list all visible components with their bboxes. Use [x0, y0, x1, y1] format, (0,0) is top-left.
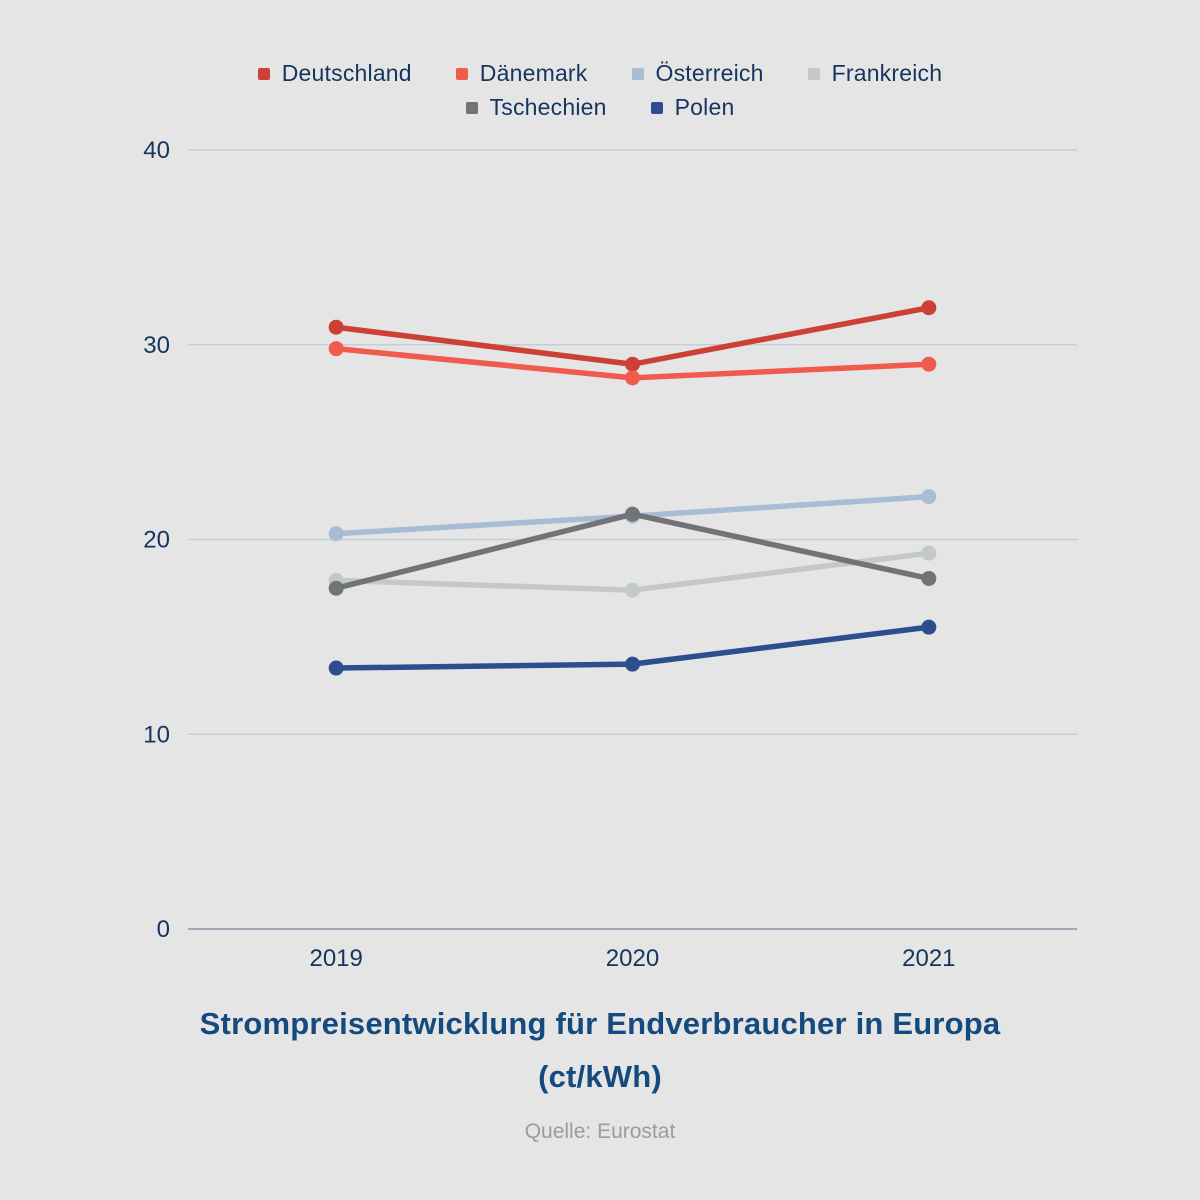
data-point-polen [625, 656, 640, 672]
legend-item-tschechien: Tschechien [465, 94, 607, 121]
y-tick-label: 40 [143, 137, 170, 164]
legend-label: Tschechien [489, 94, 607, 120]
title-block: Strompreisentwicklung für Endverbraucher… [0, 1006, 1200, 1112]
y-tick-label: 20 [143, 527, 170, 554]
x-tick-label: 2019 [309, 945, 362, 972]
data-point-tschechien [625, 506, 640, 522]
data-point-osterreich [328, 526, 344, 542]
data-point-tschechien [921, 570, 937, 586]
data-point-deutschland [328, 319, 344, 335]
y-tick-label: 10 [143, 721, 170, 748]
series-line-tschechien [333, 511, 932, 591]
legend-item-polen: Polen [650, 94, 735, 121]
data-point-frankreich [921, 545, 937, 561]
legend-item-osterreich: Österreich [631, 60, 764, 87]
legend-swatch-icon [650, 101, 663, 114]
legend-swatch-icon [807, 67, 820, 80]
legend-label: Österreich [655, 60, 764, 86]
legend-label: Deutschland [281, 60, 412, 86]
data-point-danemark [921, 356, 937, 372]
legend-label: Frankreich [831, 60, 943, 86]
legend-row: Deutschland Dänemark Österreich Frankreich [257, 60, 943, 87]
legend-swatch-icon [455, 67, 468, 80]
x-tick-label: 2021 [902, 945, 955, 972]
y-tick-label: 0 [157, 916, 170, 943]
chart-subtitle: (ct/kWh) [538, 1059, 662, 1094]
legend-swatch-icon [257, 67, 270, 80]
data-point-deutschland [921, 300, 937, 316]
legend-item-frankreich: Frankreich [807, 60, 943, 87]
data-point-frankreich [625, 582, 640, 598]
data-point-tschechien [328, 580, 344, 596]
data-point-osterreich [921, 489, 937, 505]
source-caption: Quelle: Eurostat [524, 1120, 676, 1143]
legend-label: Dänemark [479, 60, 588, 86]
y-tick-label: 30 [143, 332, 170, 359]
x-tick-label: 2020 [606, 945, 659, 972]
data-point-polen [921, 619, 937, 635]
chart-title: Strompreisentwicklung für Endverbraucher… [199, 1006, 1001, 1041]
data-point-danemark [328, 341, 344, 357]
legend-label: Polen [674, 94, 735, 120]
legend-swatch-icon [631, 67, 644, 80]
data-point-polen [328, 660, 344, 676]
data-point-deutschland [625, 356, 640, 372]
data-point-danemark [625, 370, 640, 386]
legend-item-deutschland: Deutschland [257, 60, 412, 87]
legend-swatch-icon [465, 101, 478, 114]
legend: Deutschland Dänemark Österreich Frankreich T… [0, 60, 1200, 121]
legend-row: Tschechien Polen [465, 94, 735, 121]
legend-item-danemark: Dänemark [455, 60, 588, 87]
